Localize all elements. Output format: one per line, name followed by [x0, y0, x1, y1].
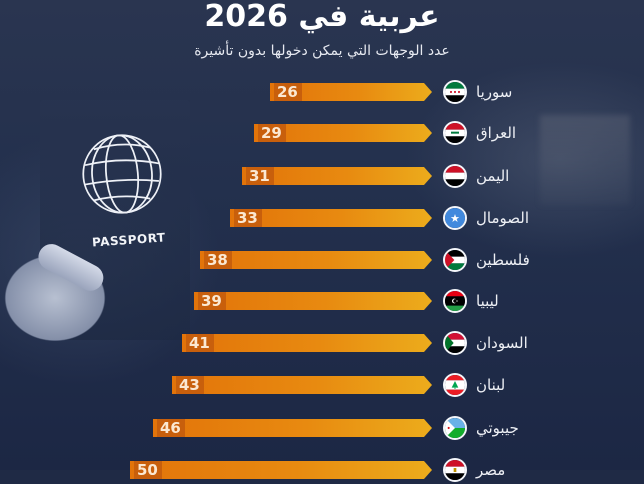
country-label: سوريا	[476, 83, 513, 101]
bar-value: 31	[246, 167, 274, 185]
country-label: فلسطين	[476, 251, 530, 269]
chart-row: 41 السودان	[0, 331, 644, 357]
country-label: لبنان	[476, 376, 506, 394]
bar: 46	[153, 419, 432, 437]
chart-row: 46 جيبوتي	[0, 416, 644, 442]
bar: 43	[172, 376, 432, 394]
bar: 33	[230, 209, 432, 227]
iraq-flag-icon	[443, 121, 467, 145]
palestine-flag-icon	[443, 248, 467, 272]
somalia-flag-icon	[443, 206, 467, 230]
chart-subtitle: عدد الوجهات التي يمكن دخولها بدون تأشيرة	[194, 43, 450, 59]
chart-row: 38 فلسطين	[0, 248, 644, 274]
bar: 50	[130, 461, 432, 479]
chart-row: 29 العراق	[0, 121, 644, 147]
bar-value: 38	[204, 251, 232, 269]
country-label: العراق	[476, 124, 517, 142]
country-label: مصر	[476, 461, 506, 479]
country-label: جيبوتي	[476, 419, 519, 437]
chart-title: عربية في 2026	[204, 0, 440, 34]
bar-value: 33	[234, 209, 262, 227]
yemen-flag-icon	[443, 164, 467, 188]
chart-row: 50 مصر	[0, 458, 644, 484]
bar: 31	[242, 167, 432, 185]
bar: 29	[254, 124, 432, 142]
bar: 39	[194, 292, 432, 310]
country-label: الصومال	[476, 209, 529, 227]
sudan-flag-icon	[443, 331, 467, 355]
bar-value: 26	[274, 83, 302, 101]
lebanon-flag-icon	[443, 373, 467, 397]
bar: 38	[200, 251, 432, 269]
globe-icon	[82, 134, 162, 214]
chart-row: 39 ليبيا	[0, 289, 644, 315]
bar: 41	[182, 334, 432, 352]
country-label: ليبيا	[476, 292, 499, 310]
bar-value: 43	[176, 376, 204, 394]
chart-row: 26 سوريا	[0, 80, 644, 106]
country-label: اليمن	[476, 167, 510, 185]
country-label: السودان	[476, 334, 528, 352]
djibouti-flag-icon	[443, 416, 467, 440]
bar-value: 50	[134, 461, 162, 479]
bar-value: 29	[258, 124, 286, 142]
chart-row: 31 اليمن	[0, 164, 644, 190]
chart-row: 33 الصومال	[0, 206, 644, 232]
bar-value: 41	[186, 334, 214, 352]
bar-value: 39	[198, 292, 226, 310]
egypt-flag-icon	[443, 458, 467, 482]
background-building	[540, 115, 630, 205]
syria-flag-icon	[443, 80, 467, 104]
bar: 26	[270, 83, 432, 101]
libya-flag-icon	[443, 289, 467, 313]
bar-value: 46	[157, 419, 185, 437]
chart-row: 43 لبنان	[0, 373, 644, 399]
